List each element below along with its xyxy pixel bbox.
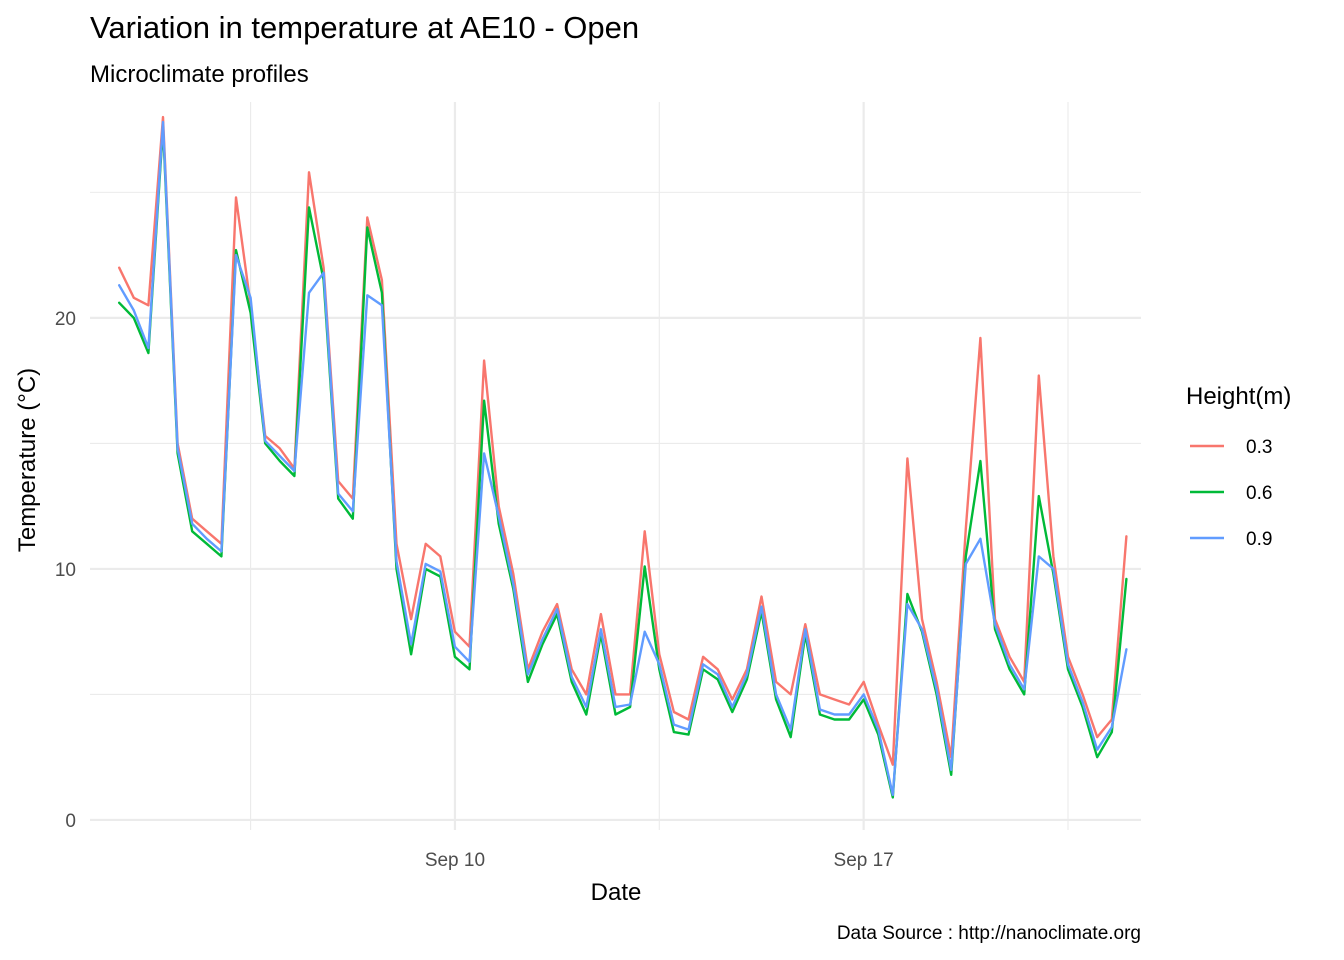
x-axis-title: Date <box>591 879 642 906</box>
legend-item: 0.6 <box>1190 483 1272 504</box>
x-tick-label: Sep 10 <box>425 850 485 871</box>
grid <box>90 102 1141 830</box>
y-tick-label: 10 <box>55 560 76 581</box>
y-axis-title: Temperature (°C) <box>14 368 41 552</box>
x-tick-label: Sep 17 <box>834 850 894 871</box>
legend-label: 0.6 <box>1246 483 1272 504</box>
legend-label: 0.3 <box>1246 437 1272 458</box>
series-layer <box>117 115 1128 799</box>
tick-labels: 0 10 20 Sep 10 Sep 17 <box>55 309 894 871</box>
legend-label: 0.9 <box>1246 529 1272 550</box>
y-tick-label: 0 <box>65 811 76 832</box>
y-tick-label: 20 <box>55 309 76 330</box>
legend-item: 0.3 <box>1190 437 1272 458</box>
series-line-0.3 <box>117 115 1128 766</box>
legend-items: 0.3 0.6 0.9 <box>1190 437 1272 550</box>
legend-title: Height(m) <box>1186 383 1291 410</box>
series-line-0.6 <box>117 125 1128 799</box>
caption: Data Source : http://nanoclimate.org <box>837 923 1141 944</box>
series-line-0.9 <box>117 120 1128 797</box>
legend: Height(m) 0.3 0.6 0.9 <box>1186 383 1291 550</box>
chart-title: Variation in temperature at AE10 - Open <box>90 10 639 45</box>
chart-subtitle: Microclimate profiles <box>90 61 309 88</box>
legend-item: 0.9 <box>1190 529 1272 550</box>
